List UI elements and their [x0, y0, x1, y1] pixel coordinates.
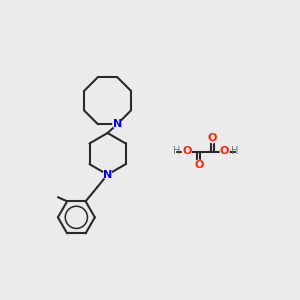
Circle shape — [208, 134, 217, 143]
Circle shape — [182, 147, 191, 156]
Text: H: H — [231, 146, 238, 157]
Circle shape — [103, 170, 112, 179]
Text: O: O — [182, 146, 191, 157]
Text: N: N — [112, 119, 122, 129]
Circle shape — [113, 120, 122, 128]
Text: O: O — [220, 146, 230, 157]
Circle shape — [220, 147, 229, 156]
Text: O: O — [194, 160, 203, 170]
Text: N: N — [103, 169, 112, 180]
Text: O: O — [208, 133, 217, 143]
Text: H: H — [173, 146, 181, 157]
Circle shape — [194, 160, 203, 169]
